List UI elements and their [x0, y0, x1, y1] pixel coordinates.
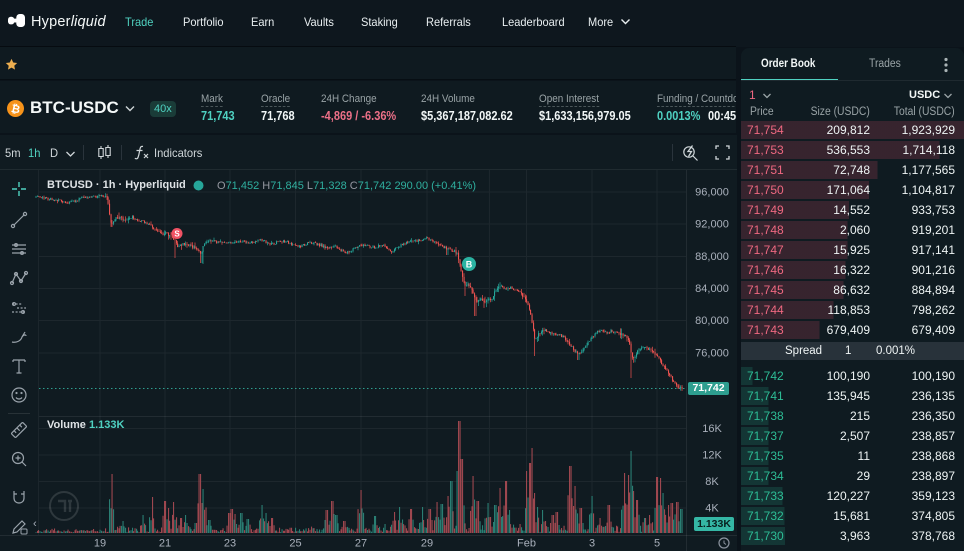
svg-text:3: 3 — [589, 538, 595, 550]
svg-text:80,000: 80,000 — [695, 315, 729, 327]
svg-text:Feb: Feb — [517, 538, 536, 550]
svg-text:₿: ₿ — [10, 103, 21, 117]
svg-text:12K: 12K — [702, 450, 722, 462]
svg-text:16K: 16K — [702, 423, 722, 435]
svg-text:88,000: 88,000 — [695, 251, 729, 263]
svg-text:96,000: 96,000 — [695, 187, 729, 199]
svg-text:B: B — [466, 260, 473, 270]
svg-text:19: 19 — [94, 538, 106, 550]
svg-text:27: 27 — [355, 538, 367, 550]
svg-text:84,000: 84,000 — [695, 283, 729, 295]
svg-text:5: 5 — [654, 538, 660, 550]
svg-text:‹: ‹ — [33, 518, 37, 530]
svg-text:23: 23 — [224, 538, 236, 550]
svg-text:S: S — [174, 230, 180, 239]
svg-text:92,000: 92,000 — [695, 219, 729, 231]
svg-text:25: 25 — [289, 538, 301, 550]
svg-text:76,000: 76,000 — [695, 348, 729, 360]
svg-text:21: 21 — [159, 538, 171, 550]
svg-text:29: 29 — [421, 538, 433, 550]
svg-text:8K: 8K — [705, 476, 719, 488]
svg-text:4K: 4K — [705, 503, 719, 515]
